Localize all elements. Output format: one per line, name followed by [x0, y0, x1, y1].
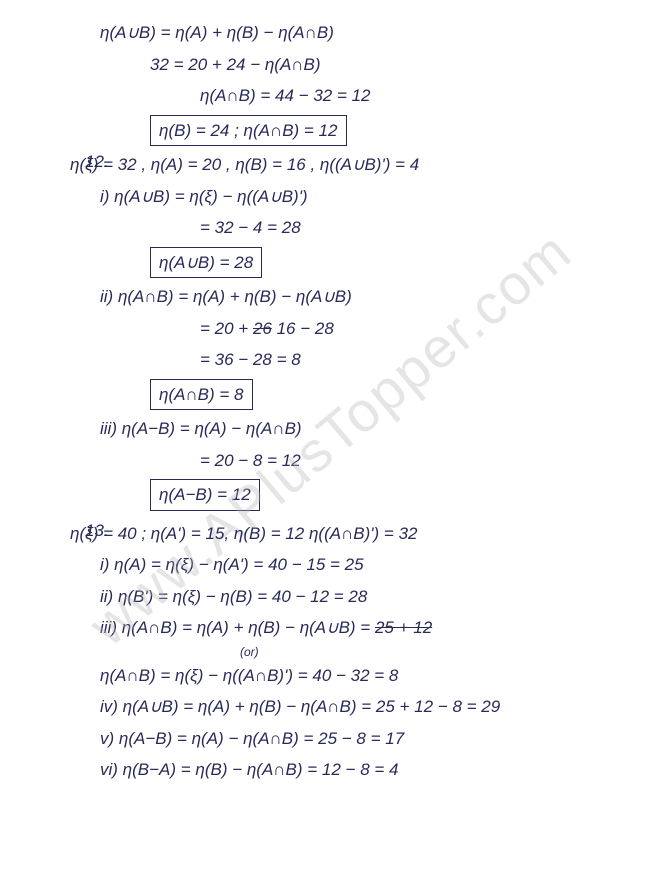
- q12-given: η(ξ) = 32 , η(A) = 20 , η(B) = 16 , η((A…: [70, 152, 629, 178]
- intro-box-wrap: η(B) = 24 ; η(A∩B) = 12: [150, 115, 629, 147]
- q13-iv: iv) η(A∪B) = η(A) + η(B) − η(A∩B) = 25 +…: [100, 694, 629, 720]
- q13-iii: iii) η(A∩B) = η(A) + η(B) − η(A∪B) = 25 …: [100, 615, 629, 641]
- intro-line-3: η(A∩B) = 44 − 32 = 12: [200, 83, 629, 109]
- q12-i-box: η(A∪B) = 28: [150, 247, 262, 279]
- q13-number: 13.: [85, 521, 109, 541]
- q13-given: η(ξ) = 40 ; η(A') = 15, η(B) = 12 η((A∩B…: [70, 521, 629, 547]
- q12-ii-line1: ii) η(A∩B) = η(A) + η(B) − η(A∪B): [100, 284, 629, 310]
- q12-ii-l2b: 16 − 28: [272, 319, 334, 338]
- q13-i: i) η(A) = η(ξ) − η(A') = 40 − 15 = 25: [100, 552, 629, 578]
- q13-or: (or): [240, 643, 629, 661]
- q13-v: v) η(A−B) = η(A) − η(A∩B) = 25 − 8 = 17: [100, 726, 629, 752]
- q12-iii-box: η(A−B) = 12: [150, 479, 260, 511]
- q12-ii-l2a: = 20 +: [200, 319, 253, 338]
- q12-i-line2: = 32 − 4 = 28: [200, 215, 629, 241]
- intro-box: η(B) = 24 ; η(A∩B) = 12: [150, 115, 347, 147]
- notebook-page: www.APlusTopper.com η(A∪B) = η(A) + η(B)…: [0, 0, 659, 876]
- q12-i-box-wrap: η(A∪B) = 28: [150, 247, 629, 279]
- intro-line-1: η(A∪B) = η(A) + η(B) − η(A∩B): [100, 20, 629, 46]
- q12-ii-box-wrap: η(A∩B) = 8: [150, 379, 629, 411]
- q12-ii-line3: = 36 − 28 = 8: [200, 347, 629, 373]
- q12-iii-line1: iii) η(A−B) = η(A) − η(A∩B): [100, 416, 629, 442]
- q12-ii-strike: 26: [253, 319, 272, 338]
- q13-vi: vi) η(B−A) = η(B) − η(A∩B) = 12 − 8 = 4: [100, 757, 629, 783]
- q13-iii-a: iii) η(A∩B) = η(A) + η(B) − η(A∪B) =: [100, 618, 375, 637]
- q12-iii-box-wrap: η(A−B) = 12: [150, 479, 629, 511]
- q12-number: 12.: [85, 152, 109, 172]
- q13-ii: ii) η(B') = η(ξ) − η(B) = 40 − 12 = 28: [100, 584, 629, 610]
- q12-i-line1: i) η(A∪B) = η(ξ) − η((A∪B)'): [100, 184, 629, 210]
- q13-iii-strike: 25 + 12: [375, 618, 432, 637]
- q12-ii-line2: = 20 + 26 16 − 28: [200, 316, 629, 342]
- q13-iii2: η(A∩B) = η(ξ) − η((A∩B)') = 40 − 32 = 8: [100, 663, 629, 689]
- intro-line-2: 32 = 20 + 24 − η(A∩B): [150, 52, 629, 78]
- q12-ii-box: η(A∩B) = 8: [150, 379, 253, 411]
- q12-iii-line2: = 20 − 8 = 12: [200, 448, 629, 474]
